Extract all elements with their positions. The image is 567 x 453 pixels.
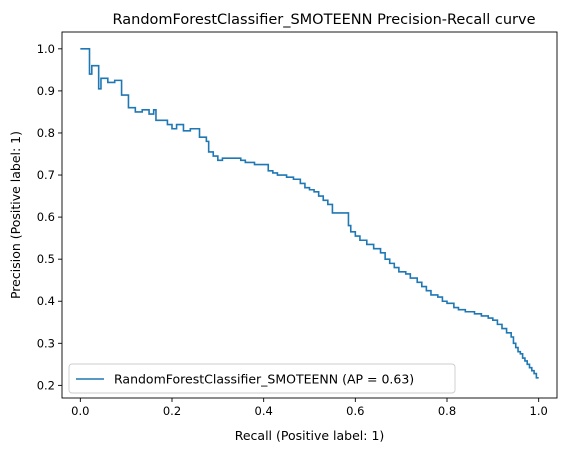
x-tick-label: 0.2 <box>163 404 181 418</box>
y-axis-label: Precision (Positive label: 1) <box>8 131 23 299</box>
plot-area-frame <box>61 31 558 399</box>
chart-title: RandomForestClassifier_SMOTEENN Precisio… <box>112 12 535 28</box>
y-tick-label: 0.8 <box>37 126 55 140</box>
x-axis-label: Recall (Positive label: 1) <box>235 428 385 443</box>
y-axis-ticks: 0.2 0.3 0.4 0.5 0.6 0.7 0.8 0.9 1.0 <box>37 42 62 392</box>
legend-box <box>68 363 456 394</box>
y-tick-label: 0.4 <box>37 294 55 308</box>
precision-recall-curve-line <box>80 48 539 379</box>
x-tick-label: 0.0 <box>71 404 89 418</box>
x-tick-label: 0.4 <box>255 404 273 418</box>
x-tick-label: 0.6 <box>346 404 364 418</box>
y-tick-label: 0.5 <box>37 252 55 266</box>
legend: RandomForestClassifier_SMOTEENN (AP = 0.… <box>68 363 456 394</box>
y-tick-label: 0.6 <box>37 210 55 224</box>
y-tick-label: 0.7 <box>37 168 55 182</box>
x-axis-ticks: 0.0 0.2 0.4 0.6 0.8 1.0 <box>71 398 548 418</box>
y-tick-label: 0.3 <box>37 336 55 350</box>
y-tick-label: 0.9 <box>37 84 55 98</box>
legend-entry-label: RandomForestClassifier_SMOTEENN (AP = 0.… <box>114 372 414 387</box>
x-tick-label: 0.8 <box>438 404 456 418</box>
x-tick-label: 1.0 <box>530 404 548 418</box>
y-tick-label: 1.0 <box>37 42 55 56</box>
y-tick-label: 0.2 <box>37 378 55 392</box>
